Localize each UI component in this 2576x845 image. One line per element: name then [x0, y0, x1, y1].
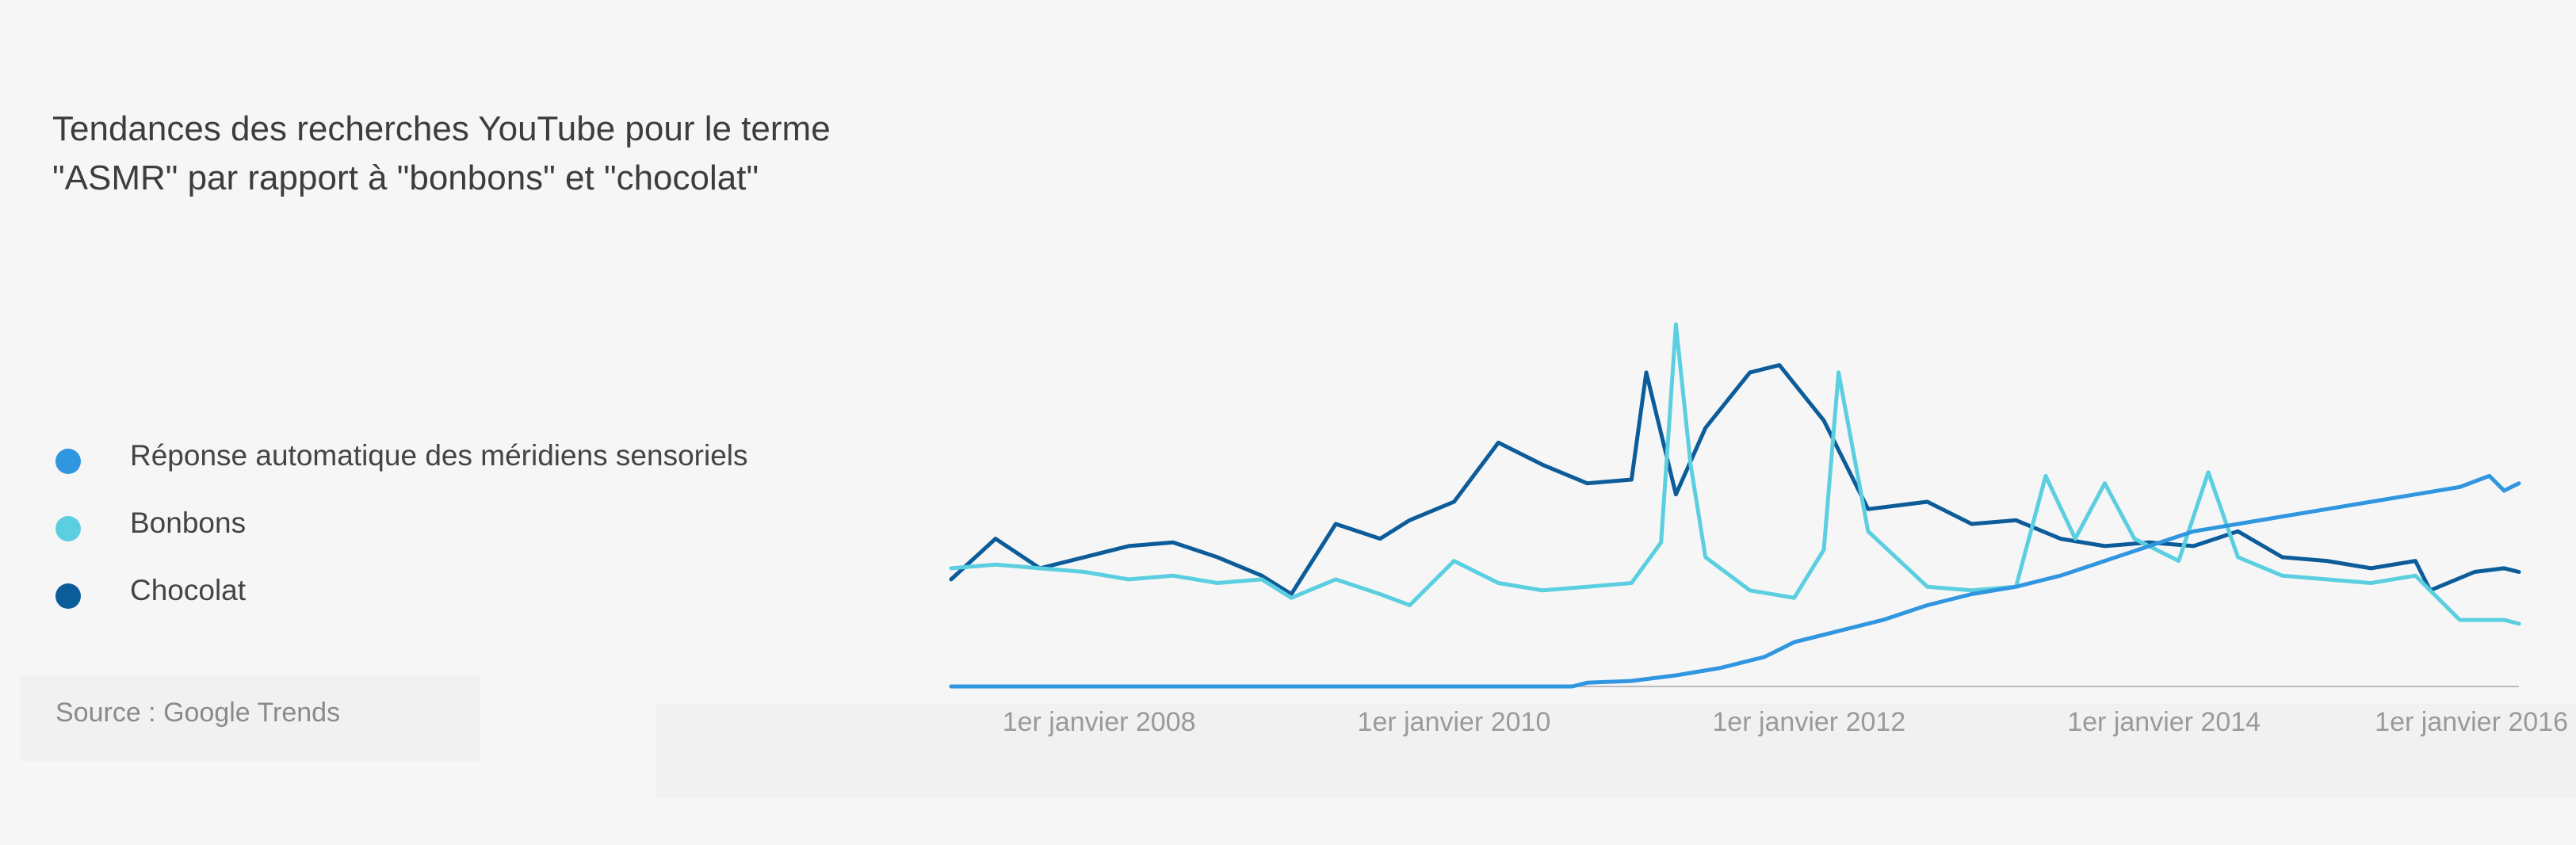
legend-label-chocolat: Chocolat	[130, 574, 247, 606]
source-box: Source : Google Trends	[21, 675, 480, 761]
series-line-asmr[interactable]	[949, 473, 2521, 689]
legend-dot-bonbons	[55, 516, 81, 541]
legend-dot-chocolat	[55, 583, 81, 609]
x-tick-label: 1er janvier 2010	[1358, 707, 1551, 737]
axis-background	[656, 704, 2576, 797]
x-tick-label: 1er janvier 2014	[2067, 707, 2261, 737]
x-tick-label: 1er janvier 2016	[2375, 707, 2568, 737]
series-line-chocolat[interactable]	[949, 363, 2521, 596]
chart-title: Tendances des recherches YouTube pour le…	[52, 105, 964, 203]
x-tick-label: 1er janvier 2008	[1003, 707, 1196, 737]
series-line-bonbons[interactable]	[949, 322, 2521, 626]
chart-title-line-1: Tendances des recherches YouTube pour le…	[52, 109, 831, 148]
legend-dot-asmr	[55, 449, 81, 474]
legend-label-asmr: Réponse automatique des méridiens sensor…	[130, 439, 748, 472]
legend-label-bonbons: Bonbons	[130, 507, 247, 539]
chart-title-line-2: "ASMR" par rapport à "bonbons" et "choco…	[52, 159, 759, 197]
source-text: Source : Google Trends	[55, 698, 341, 728]
x-tick-label: 1er janvier 2012	[1712, 707, 1905, 737]
